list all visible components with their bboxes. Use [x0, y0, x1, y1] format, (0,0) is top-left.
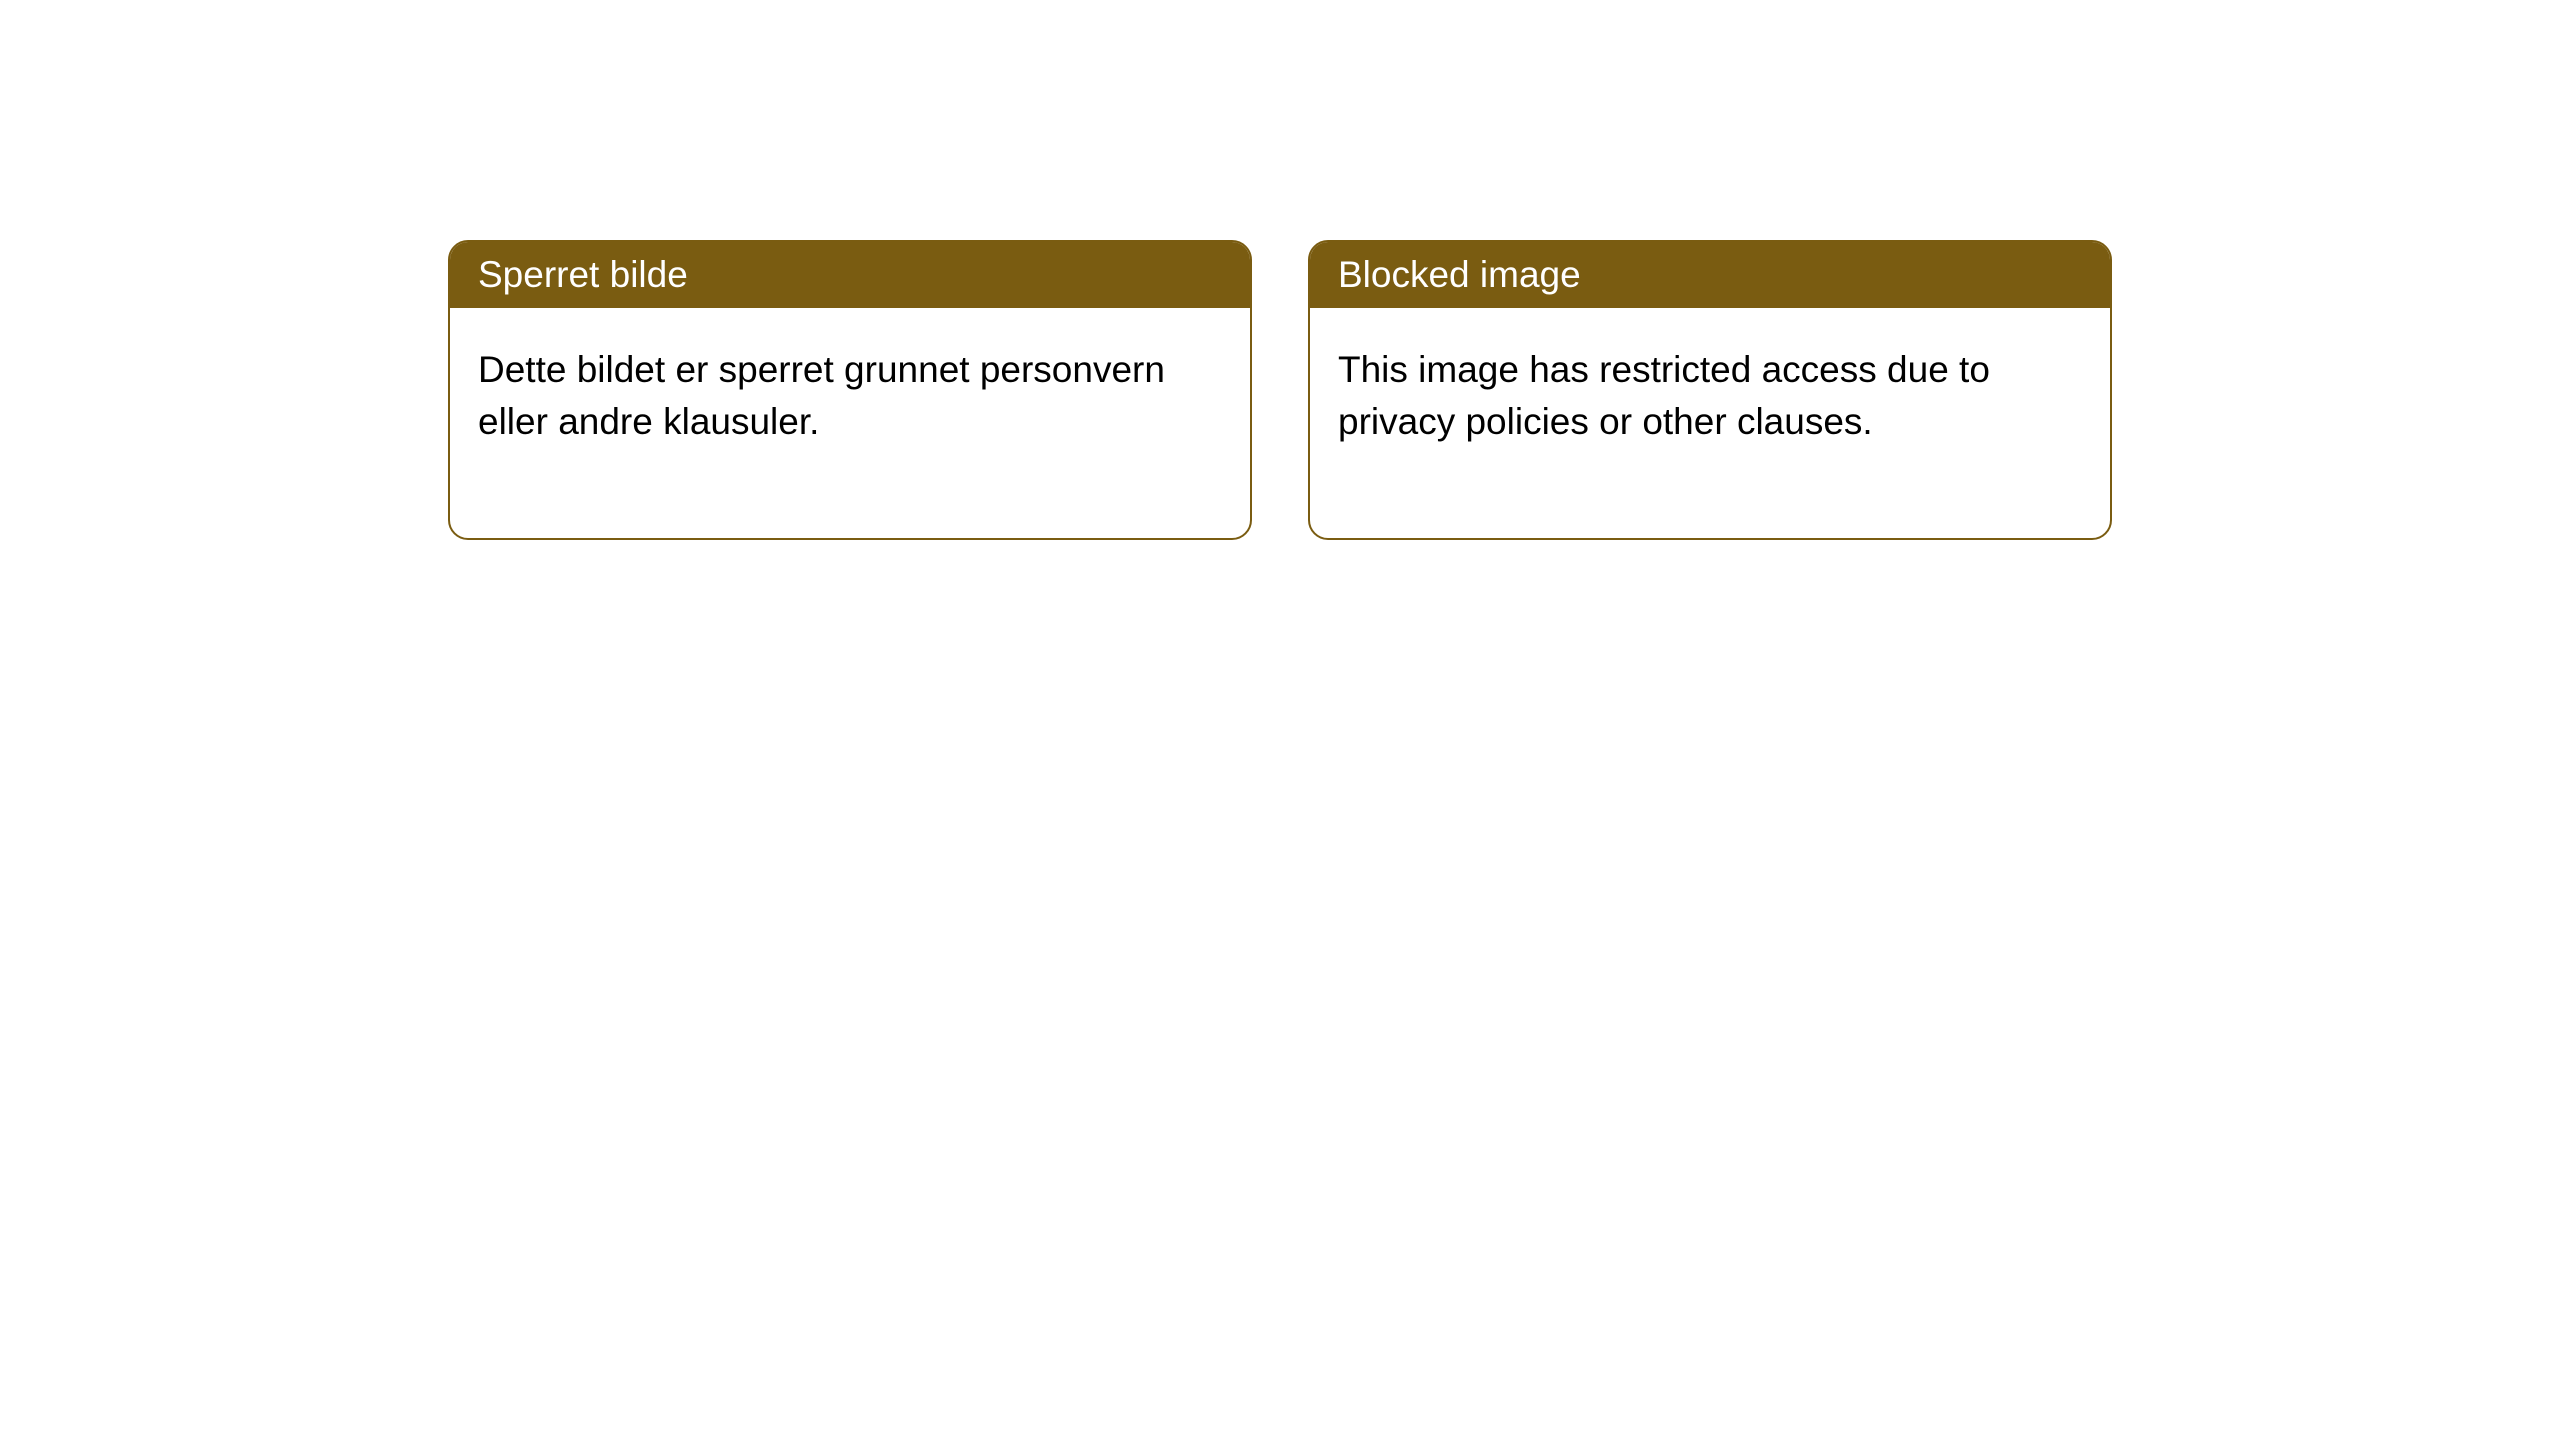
card-header-no: Sperret bilde — [450, 242, 1250, 308]
card-body-no: Dette bildet er sperret grunnet personve… — [450, 308, 1250, 538]
cards-container: Sperret bilde Dette bildet er sperret gr… — [0, 0, 2560, 540]
blocked-image-card-no: Sperret bilde Dette bildet er sperret gr… — [448, 240, 1252, 540]
card-header-en: Blocked image — [1310, 242, 2110, 308]
card-body-en: This image has restricted access due to … — [1310, 308, 2110, 538]
blocked-image-card-en: Blocked image This image has restricted … — [1308, 240, 2112, 540]
